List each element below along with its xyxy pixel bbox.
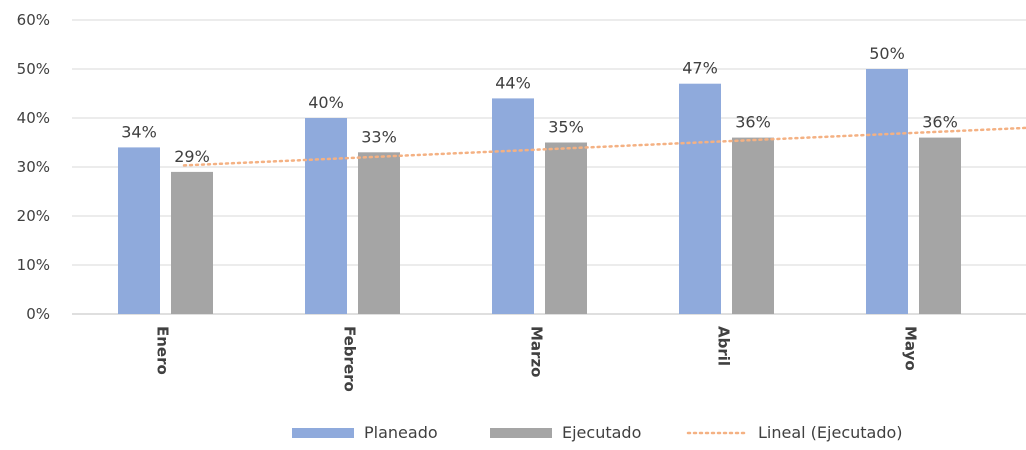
data-label: 40% (308, 93, 344, 112)
legend-label: Lineal (Ejecutado) (758, 423, 903, 442)
y-tick-label: 50% (17, 60, 50, 78)
trendline-layer (182, 126, 1026, 167)
y-tick-label: 60% (17, 11, 50, 29)
data-label: 47% (682, 59, 718, 78)
y-tick-label: 10% (17, 256, 50, 274)
category-label-abril: Abril (715, 326, 733, 366)
legend: Planeado Ejecutado Lineal (Ejecutado) (292, 423, 903, 442)
data-label: 35% (548, 118, 584, 137)
y-tick-label: 0% (26, 305, 50, 323)
bar-planeado-febrero (305, 118, 347, 314)
bar-planeado-mayo (866, 69, 908, 314)
category-label-enero: Enero (154, 326, 172, 375)
bar-ejecutado-febrero (358, 152, 400, 314)
legend-swatch (490, 428, 552, 438)
bar-planeado-enero (118, 147, 160, 314)
bar-ejecutado-marzo (545, 142, 587, 314)
x-axis-categories: Enero Febrero Marzo Abril Mayo (154, 326, 920, 392)
bars (118, 69, 961, 315)
bar-ejecutado-mayo (919, 137, 961, 314)
bar-ejecutado-enero (171, 171, 213, 314)
data-label: 33% (361, 127, 397, 146)
legend-label: Ejecutado (562, 423, 641, 442)
category-label-marzo: Marzo (528, 326, 546, 377)
data-label: 44% (495, 73, 531, 92)
category-label-febrero: Febrero (341, 326, 359, 392)
y-tick-label: 20% (17, 207, 50, 225)
legend-swatch (292, 428, 354, 438)
y-tick-label: 40% (17, 109, 50, 127)
category-label-mayo: Mayo (902, 326, 920, 371)
data-labels: 34% 29% 40% 33% 44% 35% 47% 36% 50% 36% (121, 44, 958, 166)
data-label: 36% (735, 113, 771, 132)
y-axis-ticks: 0% 10% 20% 30% 40% 50% 60% (17, 11, 50, 323)
data-label: 29% (174, 147, 210, 166)
data-label: 36% (922, 113, 958, 132)
data-label: 50% (869, 44, 905, 63)
bar-ejecutado-abril (732, 137, 774, 314)
legend-label: Planeado (364, 423, 438, 442)
data-label: 34% (121, 122, 157, 141)
bar-planeado-abril (679, 83, 721, 314)
trendline (182, 126, 1026, 167)
y-tick-label: 30% (17, 158, 50, 176)
bar-planeado-marzo (492, 98, 534, 315)
